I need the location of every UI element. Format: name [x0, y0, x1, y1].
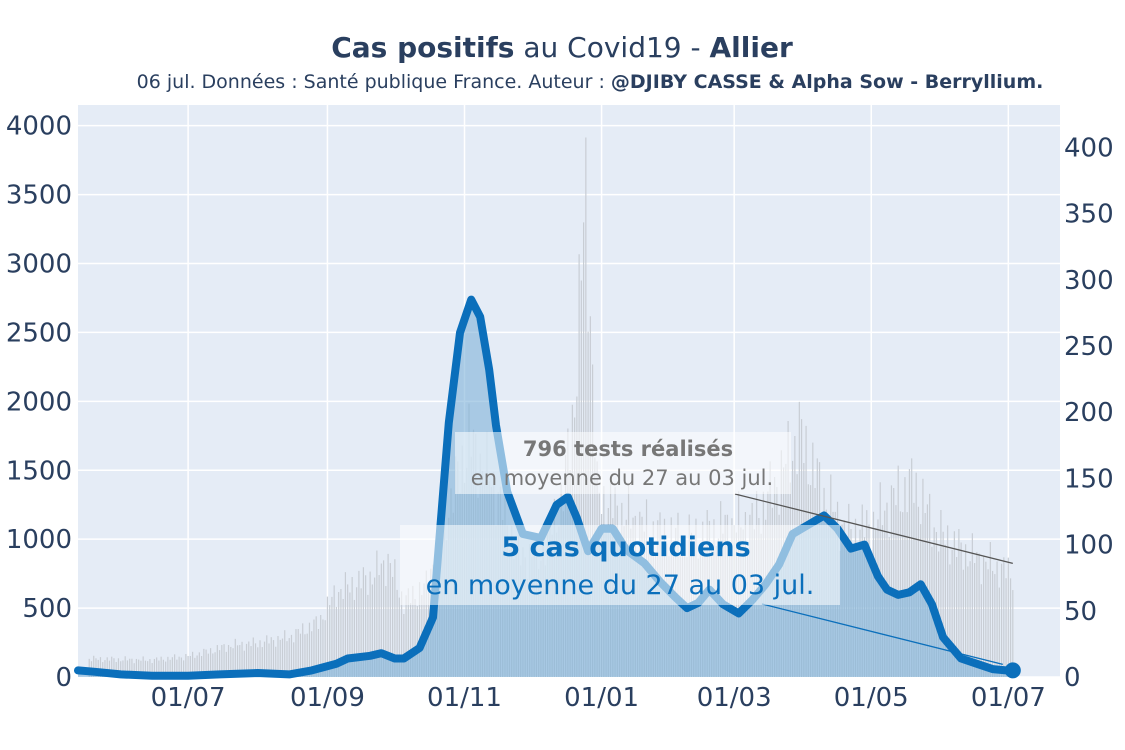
- y-left-tick-label: 3000: [6, 250, 72, 280]
- y-right-tick-label: 250: [1064, 332, 1114, 362]
- cases-annotation-title: 5 cas quotidiens: [501, 532, 750, 563]
- chart-title: Cas positifs au Covid19 - Allier: [331, 31, 793, 64]
- x-tick-label: 01/07: [971, 683, 1046, 713]
- subtitle-author: @DJIBY CASSE & Alpha Sow - Berryllium.: [611, 71, 1043, 93]
- x-tick-label: 01/07: [151, 683, 226, 713]
- annotation-arrows: [734, 493, 1013, 666]
- tests-annotation-box: [455, 432, 791, 494]
- y-left-tick-label: 2000: [6, 387, 72, 417]
- y-right-tick-label: 50: [1064, 597, 1097, 627]
- x-tick-label: 01/01: [564, 683, 639, 713]
- y-left-tick-label: 1000: [6, 525, 72, 555]
- title-part-regular: au Covid19 -: [514, 31, 709, 64]
- cases-last-marker: [1004, 662, 1021, 679]
- y-right-tick-label: 300: [1064, 266, 1114, 296]
- cases-annotation: 5 cas quotidiens en moyenne du 27 au 03 …: [400, 525, 840, 605]
- x-axis: 01/07 01/09 01/11 01/01 01/03 01/05 01/07: [151, 683, 1046, 713]
- y-left-tick-label: 3500: [6, 181, 72, 211]
- y-left-tick-label: 500: [22, 594, 72, 624]
- y-right-tick-label: 350: [1064, 200, 1114, 230]
- x-tick-label: 01/05: [834, 683, 909, 713]
- tests-annotation-text: en moyenne du 27 au 03 jul.: [471, 466, 773, 490]
- y-left-tick-label: 1500: [6, 456, 72, 486]
- x-tick-label: 01/03: [697, 683, 772, 713]
- subtitle-source: 06 jul. Données : Santé publique France.…: [137, 71, 611, 93]
- title-part-region: Allier: [710, 31, 793, 64]
- tests-arrow: [734, 493, 1013, 564]
- x-tick-label: 01/09: [290, 683, 365, 713]
- tests-annotation: 796 tests réalisés en moyenne du 27 au 0…: [455, 432, 791, 494]
- y-right-tick-label: 0: [1064, 663, 1081, 693]
- title-part-bold: Cas positifs: [331, 31, 514, 64]
- y-right-tick-label: 400: [1064, 133, 1114, 163]
- y-axis-right: 0 50 100 150 200 250 300 350 400: [1064, 133, 1114, 693]
- y-axis-left: 0 500 1000 1500 2000 2500 3000 3500 4000: [6, 112, 72, 693]
- cases-arrow: [761, 603, 1003, 666]
- x-tick-label: 01/11: [427, 683, 502, 713]
- tests-annotation-title: 796 tests réalisés: [523, 437, 733, 461]
- y-right-tick-label: 100: [1064, 531, 1114, 561]
- cases-annotation-text: en moyenne du 27 au 03 jul.: [426, 570, 815, 601]
- y-left-tick-label: 0: [55, 663, 72, 693]
- cases-annotation-box: [400, 525, 840, 605]
- y-left-tick-label: 4000: [6, 112, 72, 142]
- chart-subtitle: 06 jul. Données : Santé publique France.…: [137, 71, 1044, 93]
- y-right-tick-label: 200: [1064, 398, 1114, 428]
- y-right-tick-label: 150: [1064, 464, 1114, 494]
- y-left-tick-label: 2500: [6, 318, 72, 348]
